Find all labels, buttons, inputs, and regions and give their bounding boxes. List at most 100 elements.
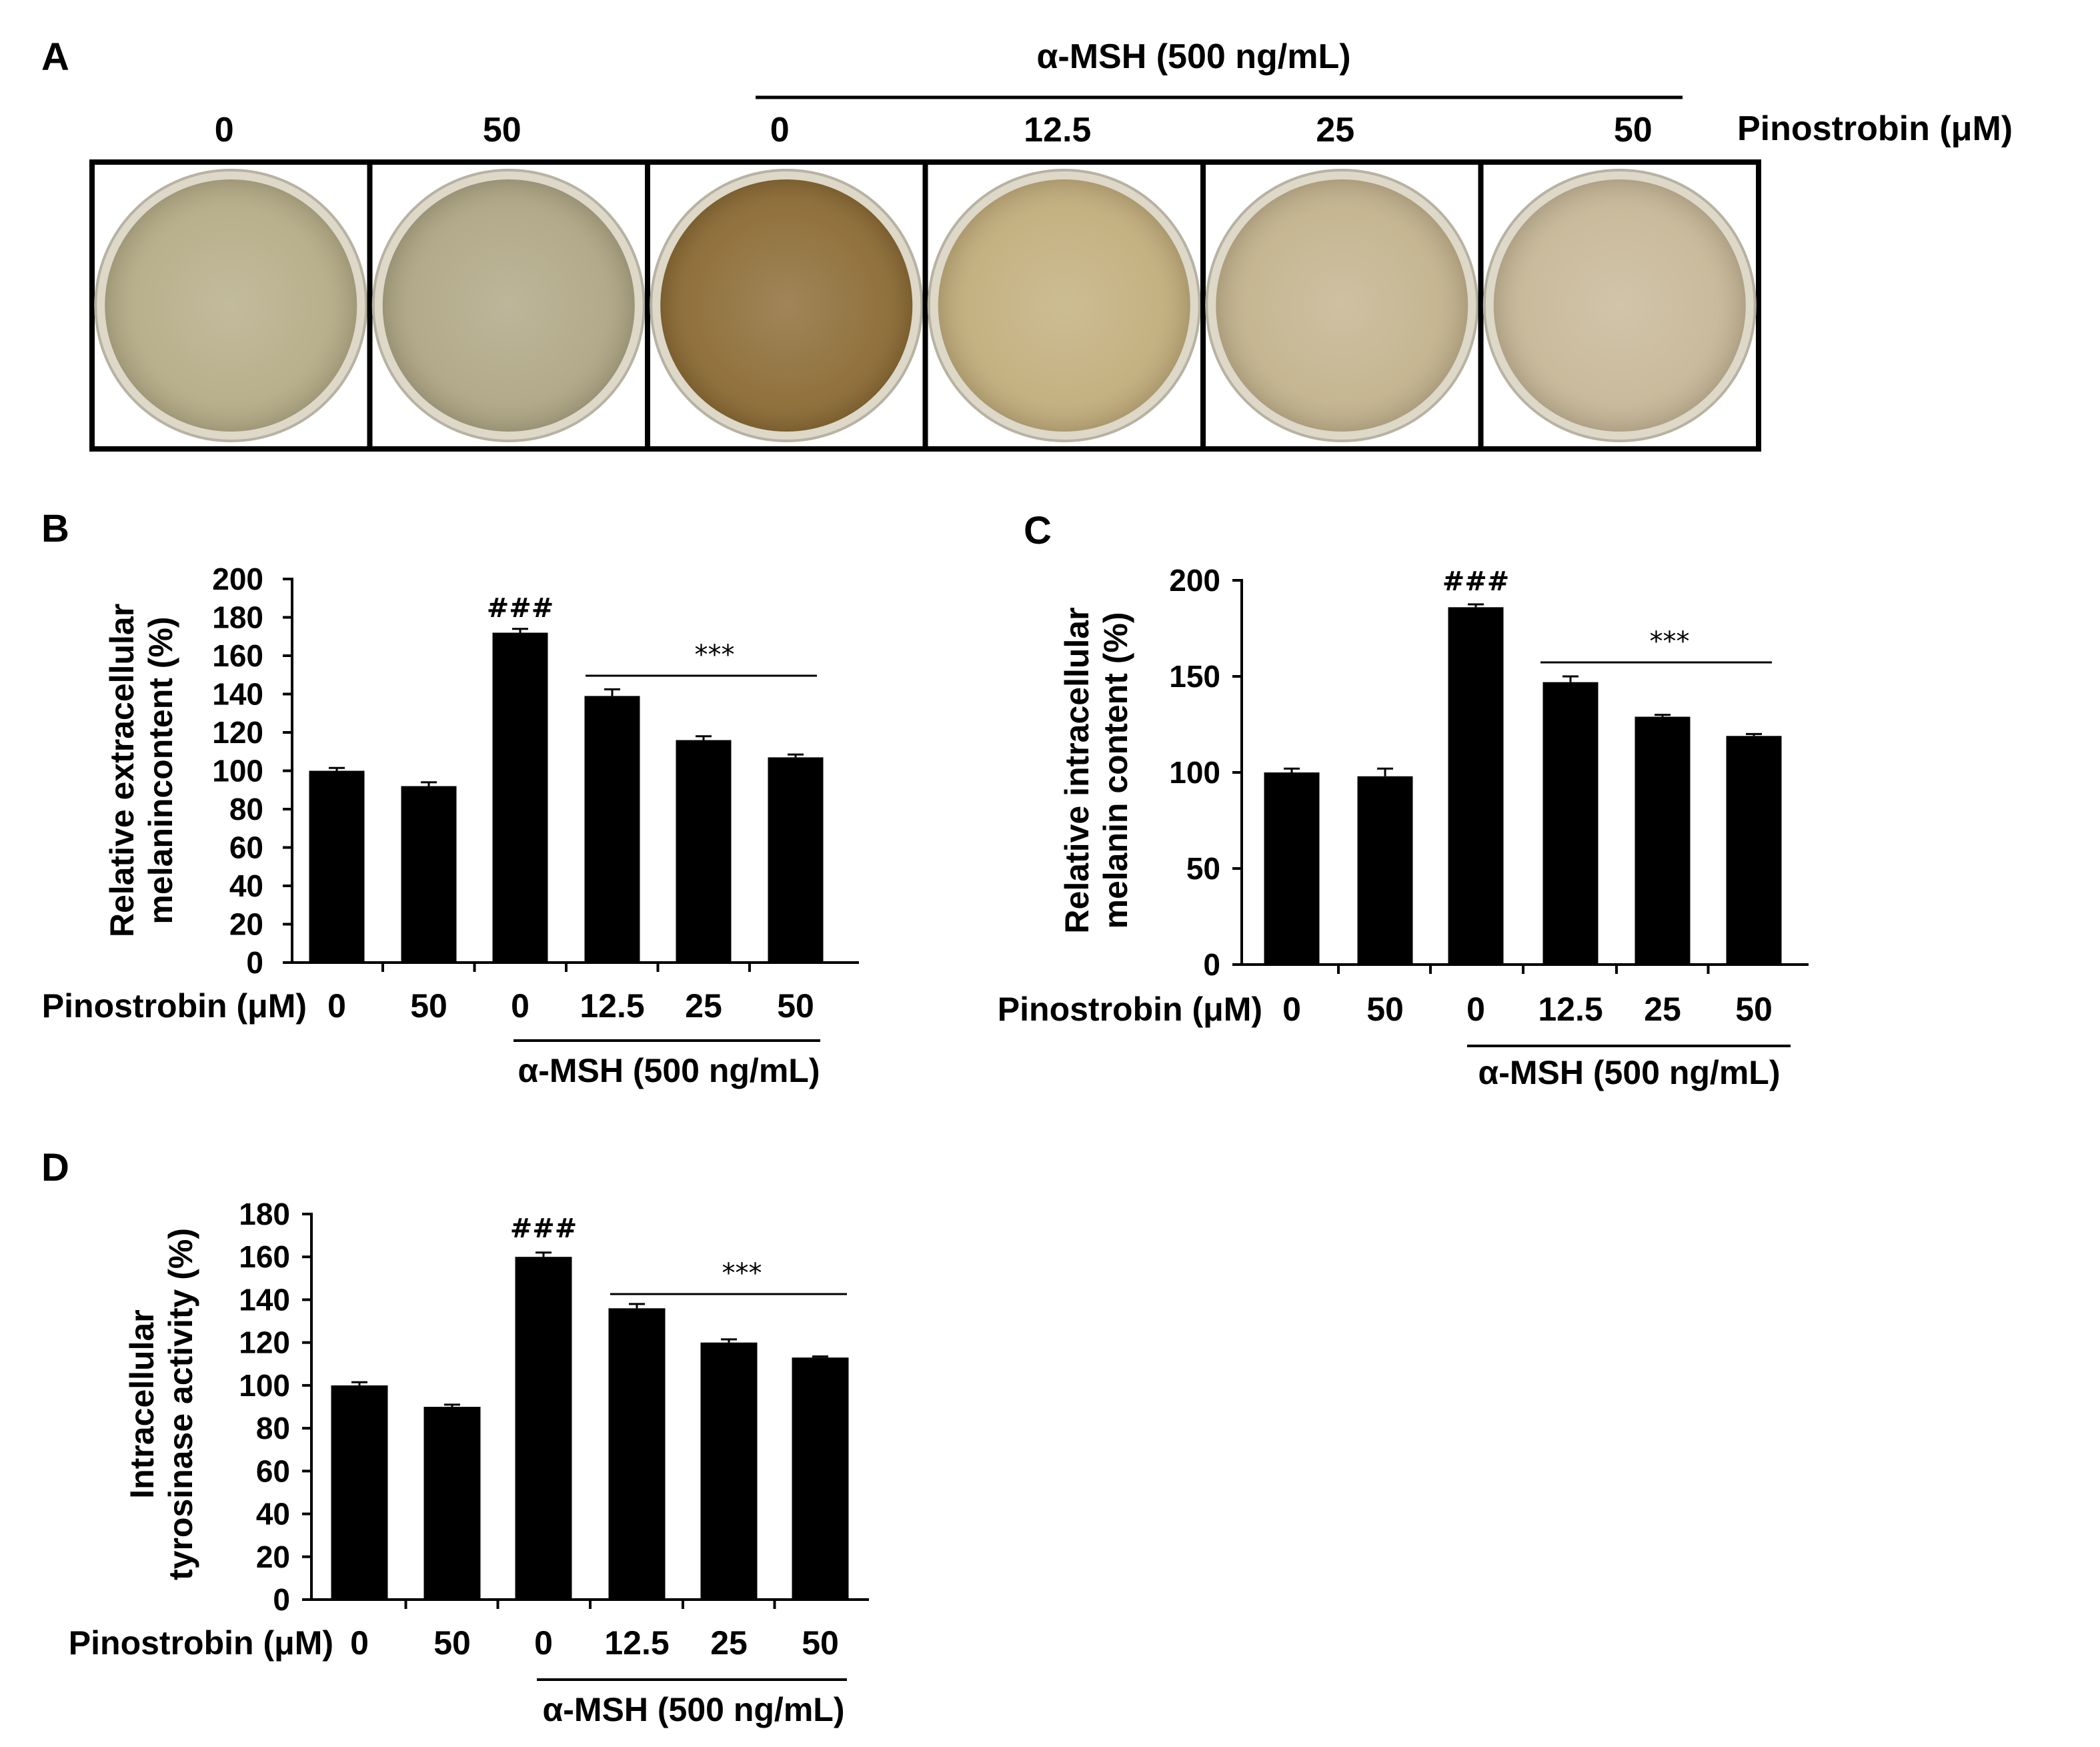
bar [608,1308,666,1600]
x-tick-label: 25 [685,987,722,1025]
y-tick-label: 100 [239,1368,290,1403]
x-tick-label: 25 [710,1624,748,1662]
y-axis-label: Relative extracellularmelanincontent (%) [103,604,179,937]
dose-label: 50 [483,111,521,149]
well-photo [922,159,1206,452]
panel-c: C 0 50 100 150 200 Relative intracellularmela… [998,509,1809,1091]
bar [700,1342,758,1600]
bar [1726,736,1782,965]
x-tick-label: 12.5 [604,1624,669,1662]
group-label: α-MSH (500 ng/mL) [543,1691,845,1728]
y-tick-label: 120 [212,715,263,750]
well-shading [1216,179,1468,432]
well-photo [89,159,373,452]
y-tick-label: 20 [229,907,263,942]
well-photo [1478,159,1761,452]
y-tick-label: 120 [239,1325,290,1360]
bar [1448,607,1504,965]
x-tick-label: 50 [1366,991,1404,1028]
significance-hash: ### [510,1213,578,1244]
panel-a-dose-labels: 0 50 0 12.5 25 50 [215,111,1653,149]
y-tick-label: 0 [246,945,263,980]
bar [1264,772,1320,965]
panel-a-letter: A [41,35,69,79]
well-shading [105,179,357,432]
y-tick-label: 40 [256,1497,290,1532]
x-tick-label: 50 [410,987,447,1025]
y-tick-label: 60 [229,830,263,865]
bar [768,757,824,963]
x-tick-label: 0 [511,987,530,1025]
x-tick-label: 0 [327,987,346,1025]
y-tick-label: 150 [1169,659,1220,694]
significance-hash: ### [487,593,554,624]
y-tick-label: 180 [212,600,263,635]
y-tick-label: 20 [256,1540,290,1574]
row-label: Pinostrobin (μM) [42,987,307,1025]
panel-a: A α-MSH (500 ng/mL) Pinostrobin (μM) 0 50… [41,35,2013,452]
group-label: α-MSH (500 ng/mL) [518,1052,820,1089]
significance-stars: *** [722,1258,762,1289]
significance-stars: *** [1650,626,1690,657]
group-label: α-MSH (500 ng/mL) [1478,1054,1781,1091]
x-tick-label: 12.5 [580,987,644,1025]
chart-c: 0 50 100 150 200 Relative intracellularmelani… [998,563,1809,1091]
y-tick-label: 40 [229,868,263,903]
panel-a-well-photos [89,159,1761,452]
y-tick-label: 50 [1186,851,1220,886]
well-photo [1200,159,1484,452]
chart-d: 0 20 40 60 80 100 120 140 160 180 Intracellulartyr… [69,1197,869,1728]
dose-label: 12.5 [1024,111,1091,149]
y-tick-label: 0 [1203,947,1220,982]
panel-a-msh-label: α-MSH (500 ng/mL) [1036,37,1350,76]
x-tick-label: 50 [777,987,814,1025]
x-tick-label: 12.5 [1538,991,1603,1028]
y-tick-label: 0 [273,1582,290,1617]
significance-hash: ### [1442,566,1510,597]
x-tick-label: 0 [350,1624,369,1662]
bar [1357,776,1413,965]
well-photo [645,159,928,452]
well-shading [660,179,913,432]
bar [423,1407,481,1600]
row-label: Pinostrobin (μM) [998,991,1262,1028]
y-tick-label: 160 [212,638,263,673]
y-axis-label-line: tyrosinase activity (%) [162,1228,199,1580]
dose-label: 50 [1614,111,1653,149]
panel-a-pinostrobin-label: Pinostrobin (μM) [1737,109,2013,148]
x-tick-label: 25 [1644,991,1681,1028]
y-axis-label: Intracellulartyrosinase activity (%) [123,1228,199,1580]
well-photo [367,159,650,452]
y-tick-label: 140 [239,1282,290,1317]
dose-label: 0 [215,111,234,149]
bar [792,1357,849,1600]
bar [492,632,548,963]
panel-d-letter: D [41,1146,69,1189]
y-tick-label: 80 [229,792,263,826]
dose-label: 0 [770,111,790,149]
y-tick-label: 100 [1169,755,1220,790]
x-tick-label: 50 [802,1624,839,1662]
panel-c-letter: C [1024,509,1052,552]
bar [676,740,732,963]
x-tick-label: 0 [534,1624,553,1662]
significance-stars: *** [695,640,735,670]
well-shading [938,179,1190,432]
y-tick-label: 180 [239,1197,290,1231]
bar [401,786,457,963]
y-tick-label: 200 [1169,563,1220,598]
bar [309,770,365,963]
row-label: Pinostrobin (μM) [69,1624,333,1662]
well-shading [1493,179,1746,432]
y-axis-label-line: Relative intracellular [1058,607,1096,933]
y-tick-label: 160 [239,1239,290,1274]
x-tick-label: 50 [1735,991,1773,1028]
panel-b-letter: B [41,507,69,550]
x-tick-label: 0 [1466,991,1485,1028]
y-axis-label-line: melanin content (%) [1097,612,1134,929]
y-axis-label: Relative intracellularmelanin content (%… [1058,607,1134,933]
y-tick-label: 100 [212,754,263,788]
